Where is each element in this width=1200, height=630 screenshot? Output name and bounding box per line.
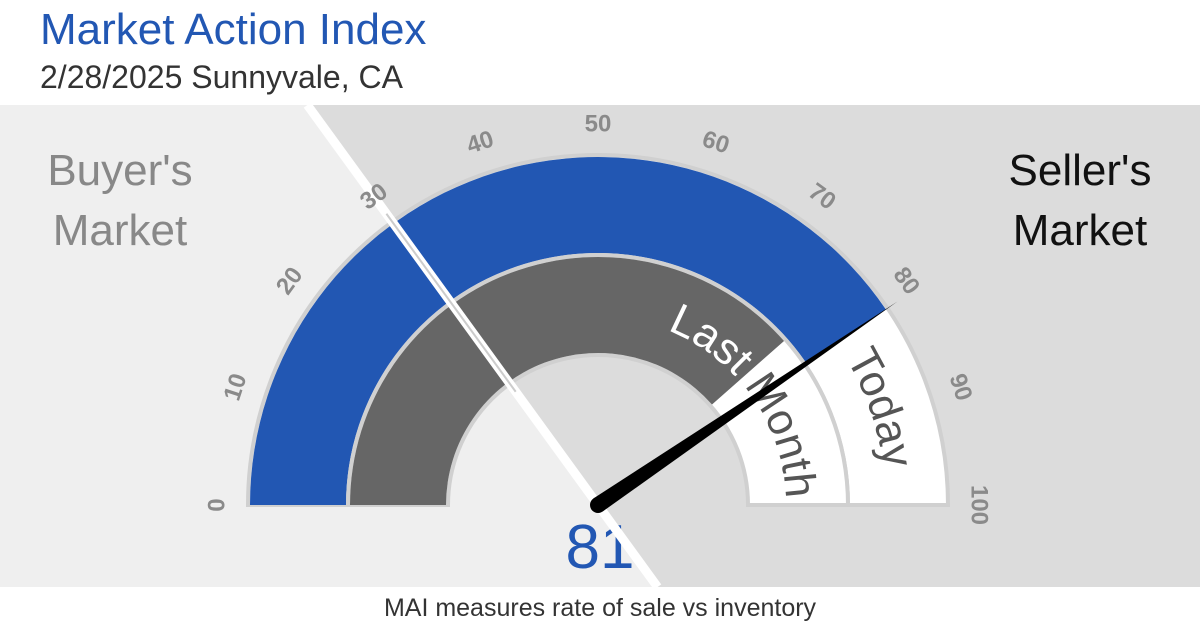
tick-label: 50	[585, 110, 612, 137]
split-line-inner	[385, 213, 517, 393]
needle-hub	[590, 497, 606, 513]
tick-label: 100	[966, 485, 993, 525]
chart-subtitle: 2/28/2025 Sunnyvale, CA	[40, 59, 404, 95]
caption: MAI measures rate of sale vs inventory	[384, 594, 817, 622]
seller-label: Market	[1013, 206, 1147, 255]
tick-label: 0	[203, 498, 230, 511]
buyer-label: Buyer's	[47, 146, 192, 195]
seller-label: Seller's	[1009, 146, 1152, 195]
chart-title: Market Action Index	[40, 5, 426, 54]
buyer-label: Market	[53, 206, 187, 255]
current-value: 81	[566, 513, 635, 582]
needle	[593, 301, 898, 512]
